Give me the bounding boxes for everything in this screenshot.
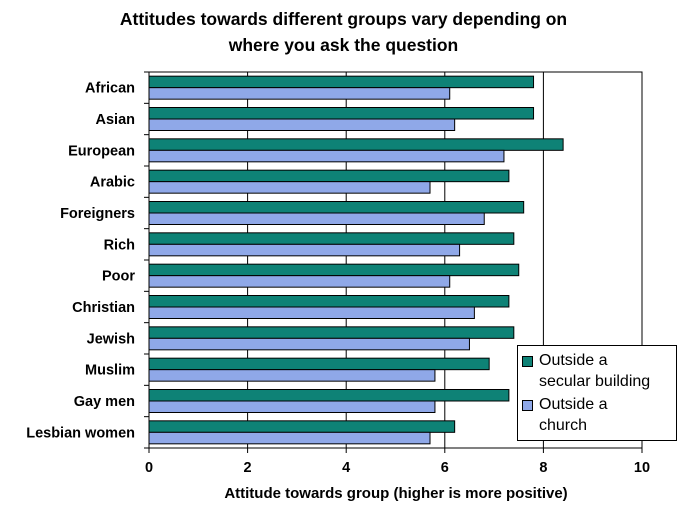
bar-foreigners-series-1 [148, 212, 485, 225]
bar-poor-series-1 [148, 275, 451, 288]
x-tick-label: 6 [441, 460, 449, 476]
legend: Outside a secular building Outside a chu… [517, 345, 677, 441]
legend-label-secular-line-2: secular building [539, 373, 651, 390]
bar-arabic-series-0 [148, 169, 510, 183]
x-axis-title: Attitude towards group (higher is more p… [224, 485, 567, 502]
x-tick-label: 0 [145, 460, 153, 476]
chart-title-line-2: where you ask the question [228, 35, 459, 55]
bar-muslim-series-0 [148, 357, 490, 371]
bar-african-series-1 [148, 87, 451, 100]
legend-item-secular: Outside a secular building [522, 350, 676, 392]
category-label: Rich [104, 237, 135, 253]
bar-christian-series-0 [148, 295, 510, 308]
legend-label-secular-line-1: Outside a [539, 352, 608, 369]
category-label: Lesbian women [26, 425, 135, 441]
bar-lesbian-women-series-1 [148, 431, 431, 445]
legend-label-church-line-2: church [539, 417, 588, 434]
bar-foreigners-series-0 [148, 201, 525, 214]
category-label: Poor [102, 269, 135, 285]
bar-muslim-series-1 [148, 369, 436, 382]
category-label: Muslim [85, 363, 135, 379]
bar-jewish-series-1 [148, 337, 470, 351]
legend-item-church: Outside a church [522, 394, 676, 436]
category-label: European [68, 143, 135, 159]
bar-lesbian-women-series-0 [148, 420, 456, 433]
chart-title: Attitudes towards different groups vary … [0, 6, 687, 58]
bar-jewish-series-0 [148, 326, 515, 339]
bar-poor-series-0 [148, 263, 520, 277]
x-tick-label: 2 [244, 460, 252, 476]
category-label: Arabic [90, 175, 135, 191]
bar-arabic-series-1 [148, 181, 431, 194]
bar-rich-series-1 [148, 243, 461, 257]
x-tick-label: 10 [634, 460, 650, 476]
bar-european-series-1 [148, 149, 505, 163]
bar-african-series-0 [148, 75, 535, 89]
bar-gay-men-series-1 [148, 400, 436, 413]
category-label: Christian [72, 300, 135, 316]
category-label: African [85, 81, 135, 97]
bar-rich-series-0 [148, 232, 515, 245]
bar-asian-series-0 [148, 107, 535, 120]
legend-label-church-line-1: Outside a [539, 396, 608, 413]
x-tick-label: 8 [539, 460, 547, 476]
legend-label-church: Outside a church [539, 394, 607, 436]
legend-swatch-secular [522, 356, 533, 367]
category-label: Jewish [87, 331, 135, 347]
category-label: Gay men [74, 394, 135, 410]
category-label: Asian [96, 112, 136, 128]
x-tick-label: 4 [342, 460, 350, 476]
legend-label-secular: Outside a secular building [539, 350, 650, 392]
bar-european-series-0 [148, 138, 564, 151]
bar-gay-men-series-0 [148, 389, 510, 402]
bar-asian-series-1 [148, 118, 456, 131]
chart-title-line-1: Attitudes towards different groups vary … [119, 9, 568, 29]
bar-christian-series-1 [148, 306, 475, 319]
category-label: Foreigners [60, 206, 135, 222]
legend-swatch-church [522, 400, 533, 411]
